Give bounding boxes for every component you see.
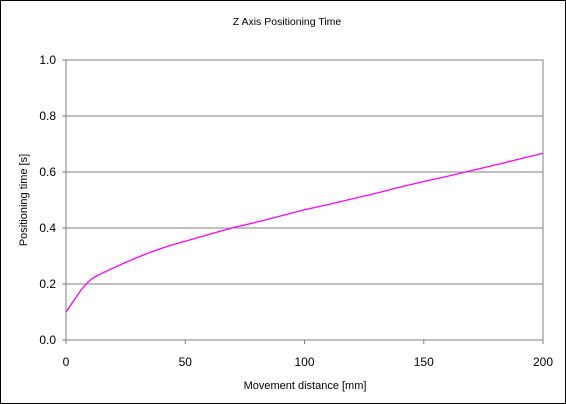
series-group [65,152,544,313]
series-line [65,152,544,313]
y-tick-label: 0.2 [39,277,56,291]
chart-title: Z Axis Positioning Time [233,16,342,28]
y-axis-label: Positioning time [s] [18,154,30,246]
x-tick-label: 150 [414,355,434,369]
x-tick-label: 200 [533,355,553,369]
x-tick-label: 0 [63,355,70,369]
x-tick-label: 100 [294,355,314,369]
x-axis-ticks: 0 50 100 150 200 [63,340,553,369]
y-tick-label: 0.6 [39,165,56,179]
x-tick-label: 50 [179,355,193,369]
y-tick-label: 0.0 [39,333,56,347]
y-tick-label: 0.8 [39,109,56,123]
y-tick-label: 0.4 [39,221,56,235]
x-axis-label: Movement distance [mm] [244,380,367,392]
grid-lines [66,115,543,285]
y-axis-ticks: 0.0 0.2 0.4 0.6 0.8 1.0 [39,53,66,347]
y-tick-label: 1.0 [39,53,56,67]
plot-area [65,59,544,341]
